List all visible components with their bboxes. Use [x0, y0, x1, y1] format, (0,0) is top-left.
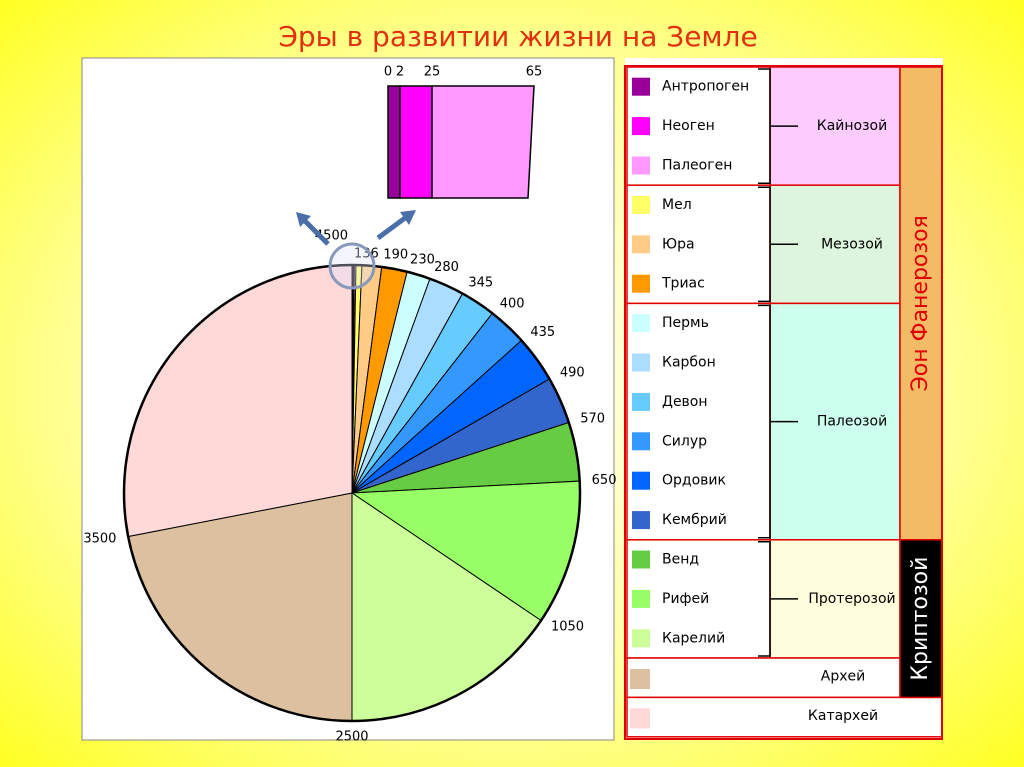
boundary-label: 490 [560, 366, 585, 381]
legend-label: Ордовик [662, 473, 726, 489]
period-cell [626, 184, 771, 305]
boundary-label: 230 [410, 253, 435, 268]
arrow-head [400, 210, 416, 225]
period-cell [626, 539, 771, 659]
legend-swatch [632, 432, 650, 451]
boundary-label: 65 [526, 65, 543, 80]
legend-label: Неоген [662, 118, 715, 134]
bracket [758, 68, 798, 184]
legend-label: Венд [662, 552, 699, 568]
boundary-label: 400 [500, 296, 525, 311]
legend-swatch [632, 314, 650, 333]
inset-slice [399, 85, 433, 199]
legend-label: Рифей [662, 591, 709, 607]
chart-title: Эры в развитии жизни на Земле [278, 20, 757, 53]
legend-swatch [632, 471, 650, 490]
legend-swatch [632, 235, 650, 254]
legend-swatch [632, 392, 650, 411]
legend-swatch [632, 511, 650, 530]
boundary-label: 570 [580, 411, 605, 426]
boundary-label: 25 [424, 65, 441, 80]
legend-swatch [632, 550, 650, 569]
bracket [758, 541, 798, 657]
inset-slice [387, 85, 401, 199]
period-cell [626, 302, 771, 541]
row-cell [626, 657, 901, 699]
legend-label: Карбон [662, 355, 716, 371]
row-cell [626, 696, 943, 738]
legend-swatch [632, 195, 650, 214]
era-label: Палеозой [817, 414, 887, 430]
legend-label: Катархей [808, 708, 878, 724]
magnifier [328, 242, 376, 290]
arrow-head [296, 212, 311, 227]
boundary-label: 190 [383, 248, 408, 263]
era-label: Протерозой [808, 591, 895, 607]
legend-table: Кайнозой Мезозой Палеозой Протерозой Антропо… [624, 65, 943, 740]
eon-cell [899, 539, 943, 699]
bracket [758, 304, 798, 539]
boundary-label: 345 [468, 276, 493, 291]
legend-label: Силур [662, 433, 707, 449]
inset-slice [431, 85, 535, 199]
legend-label: Мел [662, 197, 692, 213]
zoom-inset: 0 2 25 65 [384, 65, 542, 199]
legend-label: Архей [821, 669, 865, 685]
boundary-label: 435 [530, 325, 555, 340]
boundary-label: 1050 [551, 620, 584, 635]
era-label: Кайнозой [817, 118, 887, 134]
period-cell [626, 66, 771, 186]
boundary-label: 2500 [335, 730, 368, 745]
eon-label: Криптозой [908, 557, 933, 681]
legend-swatch [632, 629, 650, 648]
legend-label: Триас [661, 276, 705, 292]
pie-outline [122, 263, 582, 723]
boundary-label: 650 [592, 473, 617, 488]
legend-swatch [632, 274, 650, 293]
legend-swatch [630, 669, 650, 689]
boundary-label: 280 [434, 260, 459, 275]
legend-swatch [632, 156, 650, 175]
legend-swatch [632, 353, 650, 372]
legend-label: Кембрий [662, 512, 727, 528]
boundary-label: 3500 [83, 531, 116, 546]
legend-label: Палеоген [662, 158, 732, 174]
boundary-label: 0 [384, 65, 392, 80]
legend-swatch [632, 117, 650, 136]
legend-swatch [632, 589, 650, 608]
table-border [624, 65, 943, 740]
bracket [758, 186, 798, 303]
arrow [376, 215, 407, 241]
boundary-label: 2 [396, 65, 404, 80]
legend-label: Юра [662, 236, 695, 252]
legend-label: Пермь [662, 315, 709, 331]
legend-swatch [632, 77, 650, 96]
legend-label: Девон [662, 394, 708, 410]
legend-label: Карелий [662, 630, 725, 646]
eon-label: Эон Фанерозоя [908, 215, 933, 391]
legend-label: Антропоген [662, 79, 749, 95]
pie: 1361902302803454004354905706501050250035… [83, 229, 616, 745]
era-label: Мезозой [821, 236, 883, 252]
legend-swatch [630, 708, 650, 729]
